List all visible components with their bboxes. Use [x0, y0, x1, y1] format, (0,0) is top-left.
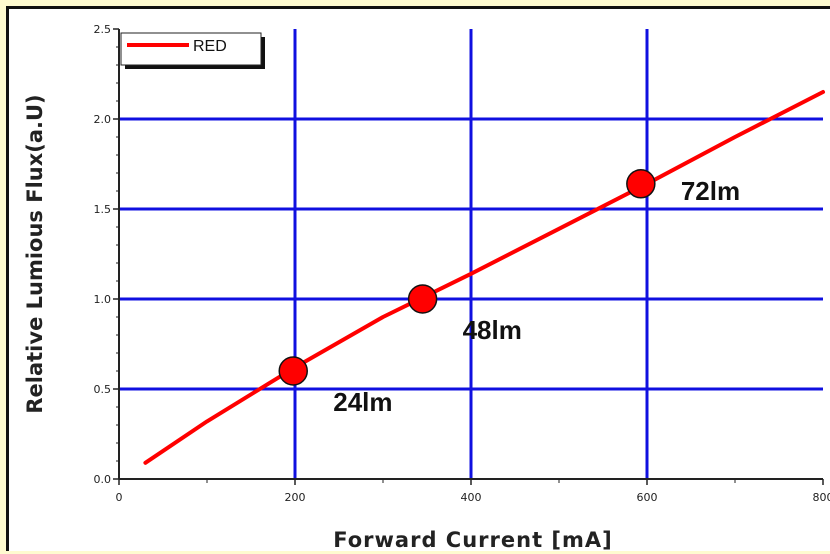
x-tick-label: 400 [461, 491, 482, 504]
legend-box [121, 33, 261, 65]
legend: RED [121, 33, 265, 69]
y-tick-label: 1.0 [94, 293, 112, 306]
x-tick-label: 0 [116, 491, 123, 504]
marker-label: 72lm [681, 176, 740, 206]
chart: 0 200 400 600 800 0.0 0.5 1.0 1.5 2.0 2.5 24lm 48lm… [9, 9, 830, 554]
y-axis-title: Relative Lumious Flux(a.U) [23, 94, 47, 413]
marker-label: 24lm [333, 387, 392, 417]
y-tick-label: 1.5 [94, 203, 112, 216]
legend-label: RED [193, 38, 227, 55]
y-tick-label: 2.0 [94, 113, 112, 126]
x-axis-title: Forward Current [mA] [333, 528, 613, 552]
x-tick-label: 200 [285, 491, 306, 504]
chart-frame: 0 200 400 600 800 0.0 0.5 1.0 1.5 2.0 2.5 24lm 48lm… [6, 6, 830, 551]
marker-label: 48lm [463, 315, 522, 345]
y-tick-label: 0.5 [94, 383, 112, 396]
y-tick-label: 0.0 [94, 473, 112, 486]
x-tick-label: 800 [813, 491, 830, 504]
y-tick-label: 2.5 [94, 23, 112, 36]
data-marker [409, 285, 437, 313]
data-marker [279, 357, 307, 385]
data-marker [627, 170, 655, 198]
x-tick-label: 600 [637, 491, 658, 504]
